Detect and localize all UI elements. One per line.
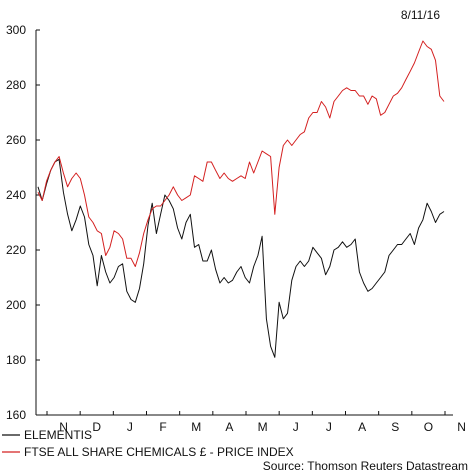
x-tick-label: O [424,420,433,434]
x-tick-label: J [326,420,332,434]
x-tick-label: N [457,420,466,434]
chart-date: 8/11/16 [401,8,440,22]
y-tick-label: 220 [6,243,26,257]
x-tick-label: F [159,420,166,434]
x-tick-label: J [293,420,299,434]
axes [35,30,453,416]
x-tick-label: D [92,420,101,434]
legend-label-elementis: ELEMENTIS [24,428,92,442]
y-tick-label: 260 [6,133,26,147]
y-tick-label: 160 [6,408,26,422]
x-axis-ticks [46,411,446,415]
y-tick-label: 240 [6,188,26,202]
y-tick-label: 200 [6,298,26,312]
series-line-elementis [37,158,445,358]
x-tick-label: M [258,420,268,434]
y-axis-ticks [36,29,40,416]
y-axis-labels: 160 180 200 220 240 260 280 300 [6,23,26,422]
x-tick-label: A [225,420,233,434]
y-tick-label: 300 [6,23,26,37]
x-tick-label: N [59,420,68,434]
series-lines [37,40,445,358]
legend-label-ftse-chemicals: FTSE ALL SHARE CHEMICALS £ - PRICE INDEX [24,445,294,459]
x-tick-label: A [358,420,366,434]
y-tick-label: 180 [6,353,26,367]
series-line-ftse-chemicals [37,40,445,267]
x-tick-label: J [127,420,133,434]
source-note: Source: Thomson Reuters Datastream [263,459,468,473]
x-tick-label: S [391,420,399,434]
y-tick-label: 280 [6,78,26,92]
x-tick-label: M [191,420,201,434]
legend: ELEMENTIS FTSE ALL SHARE CHEMICALS £ - P… [2,428,294,459]
